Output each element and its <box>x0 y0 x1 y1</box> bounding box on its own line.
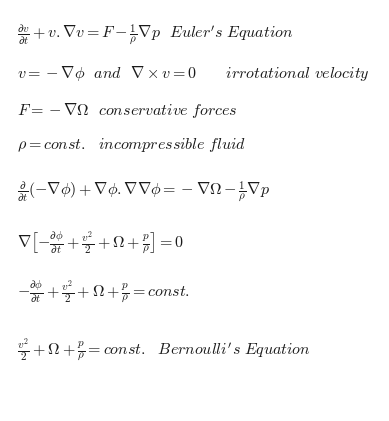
Text: $\rho = const.$  $incompressible\ fluid$: $\rho = const.$ $incompressible\ fluid$ <box>17 136 246 154</box>
Text: $\frac{v^2}{2} + \Omega + \frac{p}{\rho} = const.$  $Bernoulli's\ Equation$: $\frac{v^2}{2} + \Omega + \frac{p}{\rho}… <box>17 336 311 364</box>
Text: $-\frac{\partial\phi}{\partial t} + \frac{v^2}{2} + \Omega + \frac{p}{\rho} = co: $-\frac{\partial\phi}{\partial t} + \fra… <box>17 279 190 306</box>
Text: $\frac{\partial v}{\partial t} + v.\nabla v = F - \frac{1}{\rho}\nabla p$  $Eule: $\frac{\partial v}{\partial t} + v.\nabl… <box>17 23 293 48</box>
Text: $\nabla\left[-\frac{\partial\phi}{\partial t} + \frac{v^2}{2} + \Omega + \frac{p: $\nabla\left[-\frac{\partial\phi}{\parti… <box>17 229 184 256</box>
Text: $F = -\nabla\Omega$  $conservative\ forces$: $F = -\nabla\Omega$ $conservative\ force… <box>17 101 238 120</box>
Text: $v = -\nabla\phi$  $and$  $\nabla \times v = 0$      $irrotational\ velocity$: $v = -\nabla\phi$ $and$ $\nabla \times v… <box>17 64 370 83</box>
Text: $\frac{\partial}{\partial t}(-\nabla\phi) + \nabla\phi.\nabla\nabla\phi = -\nabl: $\frac{\partial}{\partial t}(-\nabla\phi… <box>17 179 270 205</box>
